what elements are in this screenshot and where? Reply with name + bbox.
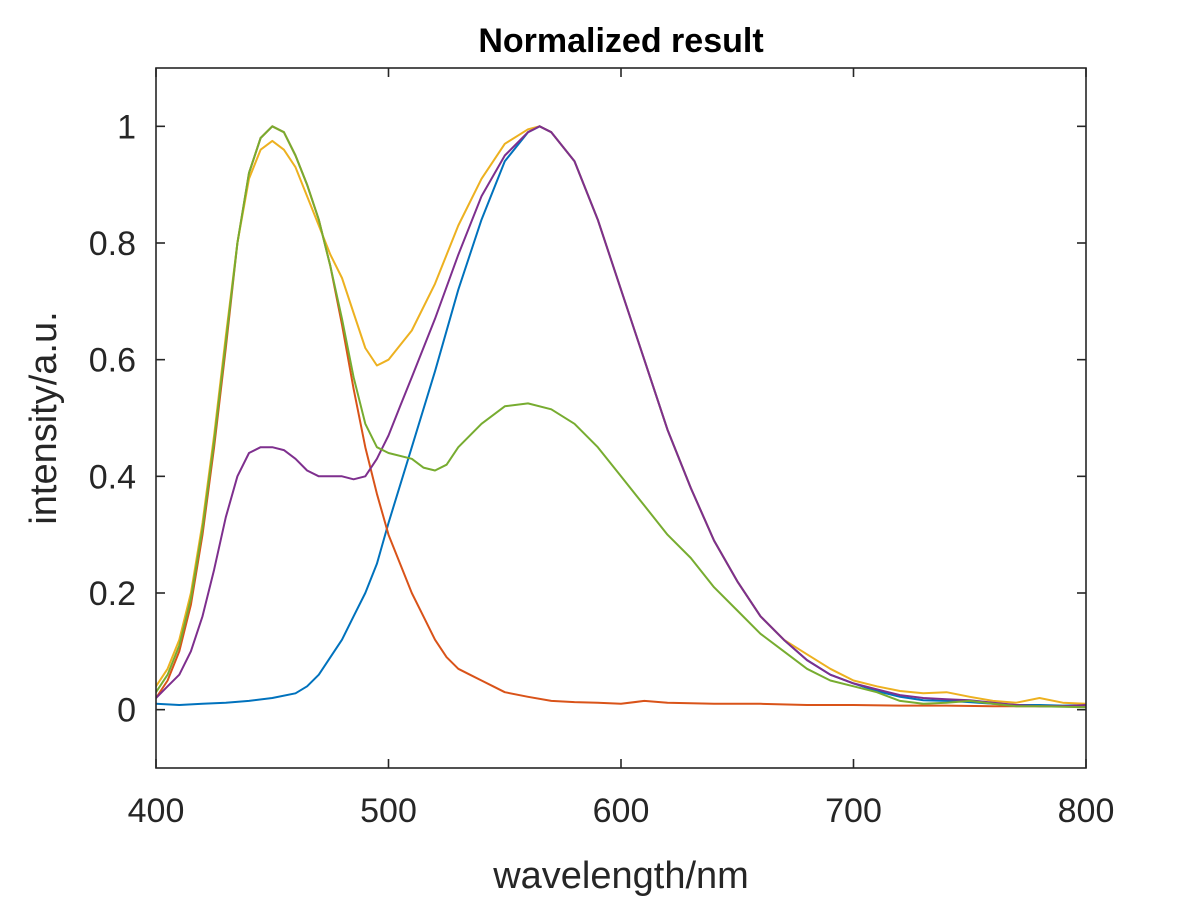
y-tick-label: 0.8 (89, 225, 136, 263)
x-tick-label: 800 (1058, 792, 1115, 830)
y-tick-label: 1 (117, 108, 136, 146)
x-axis-label: wavelength/nm (492, 855, 749, 897)
series-layer (156, 125, 1086, 709)
x-tick-label: 500 (360, 792, 417, 830)
series-line-1 (156, 125, 1086, 707)
y-tick-label: 0.4 (89, 458, 136, 496)
series-line-2 (156, 125, 1086, 708)
x-axis: 400 500 600 700 800 (128, 68, 1115, 830)
series-line-4 (156, 125, 1086, 708)
y-tick-label: 0.6 (89, 342, 136, 380)
x-tick-label: 600 (593, 792, 650, 830)
series-line-3 (156, 125, 1086, 705)
chart-title: Normalized result (478, 22, 763, 60)
y-tick-label: 0.2 (89, 575, 136, 613)
x-tick-label: 700 (825, 792, 882, 830)
y-axis-label: intensity/a.u. (23, 311, 65, 524)
y-tick-label: 0 (117, 692, 136, 730)
series-line-5 (156, 125, 1086, 709)
y-axis: 0 0.2 0.4 0.6 0.8 1 (89, 108, 1086, 730)
plot-box (155, 67, 1087, 769)
x-tick-label: 400 (128, 792, 185, 830)
